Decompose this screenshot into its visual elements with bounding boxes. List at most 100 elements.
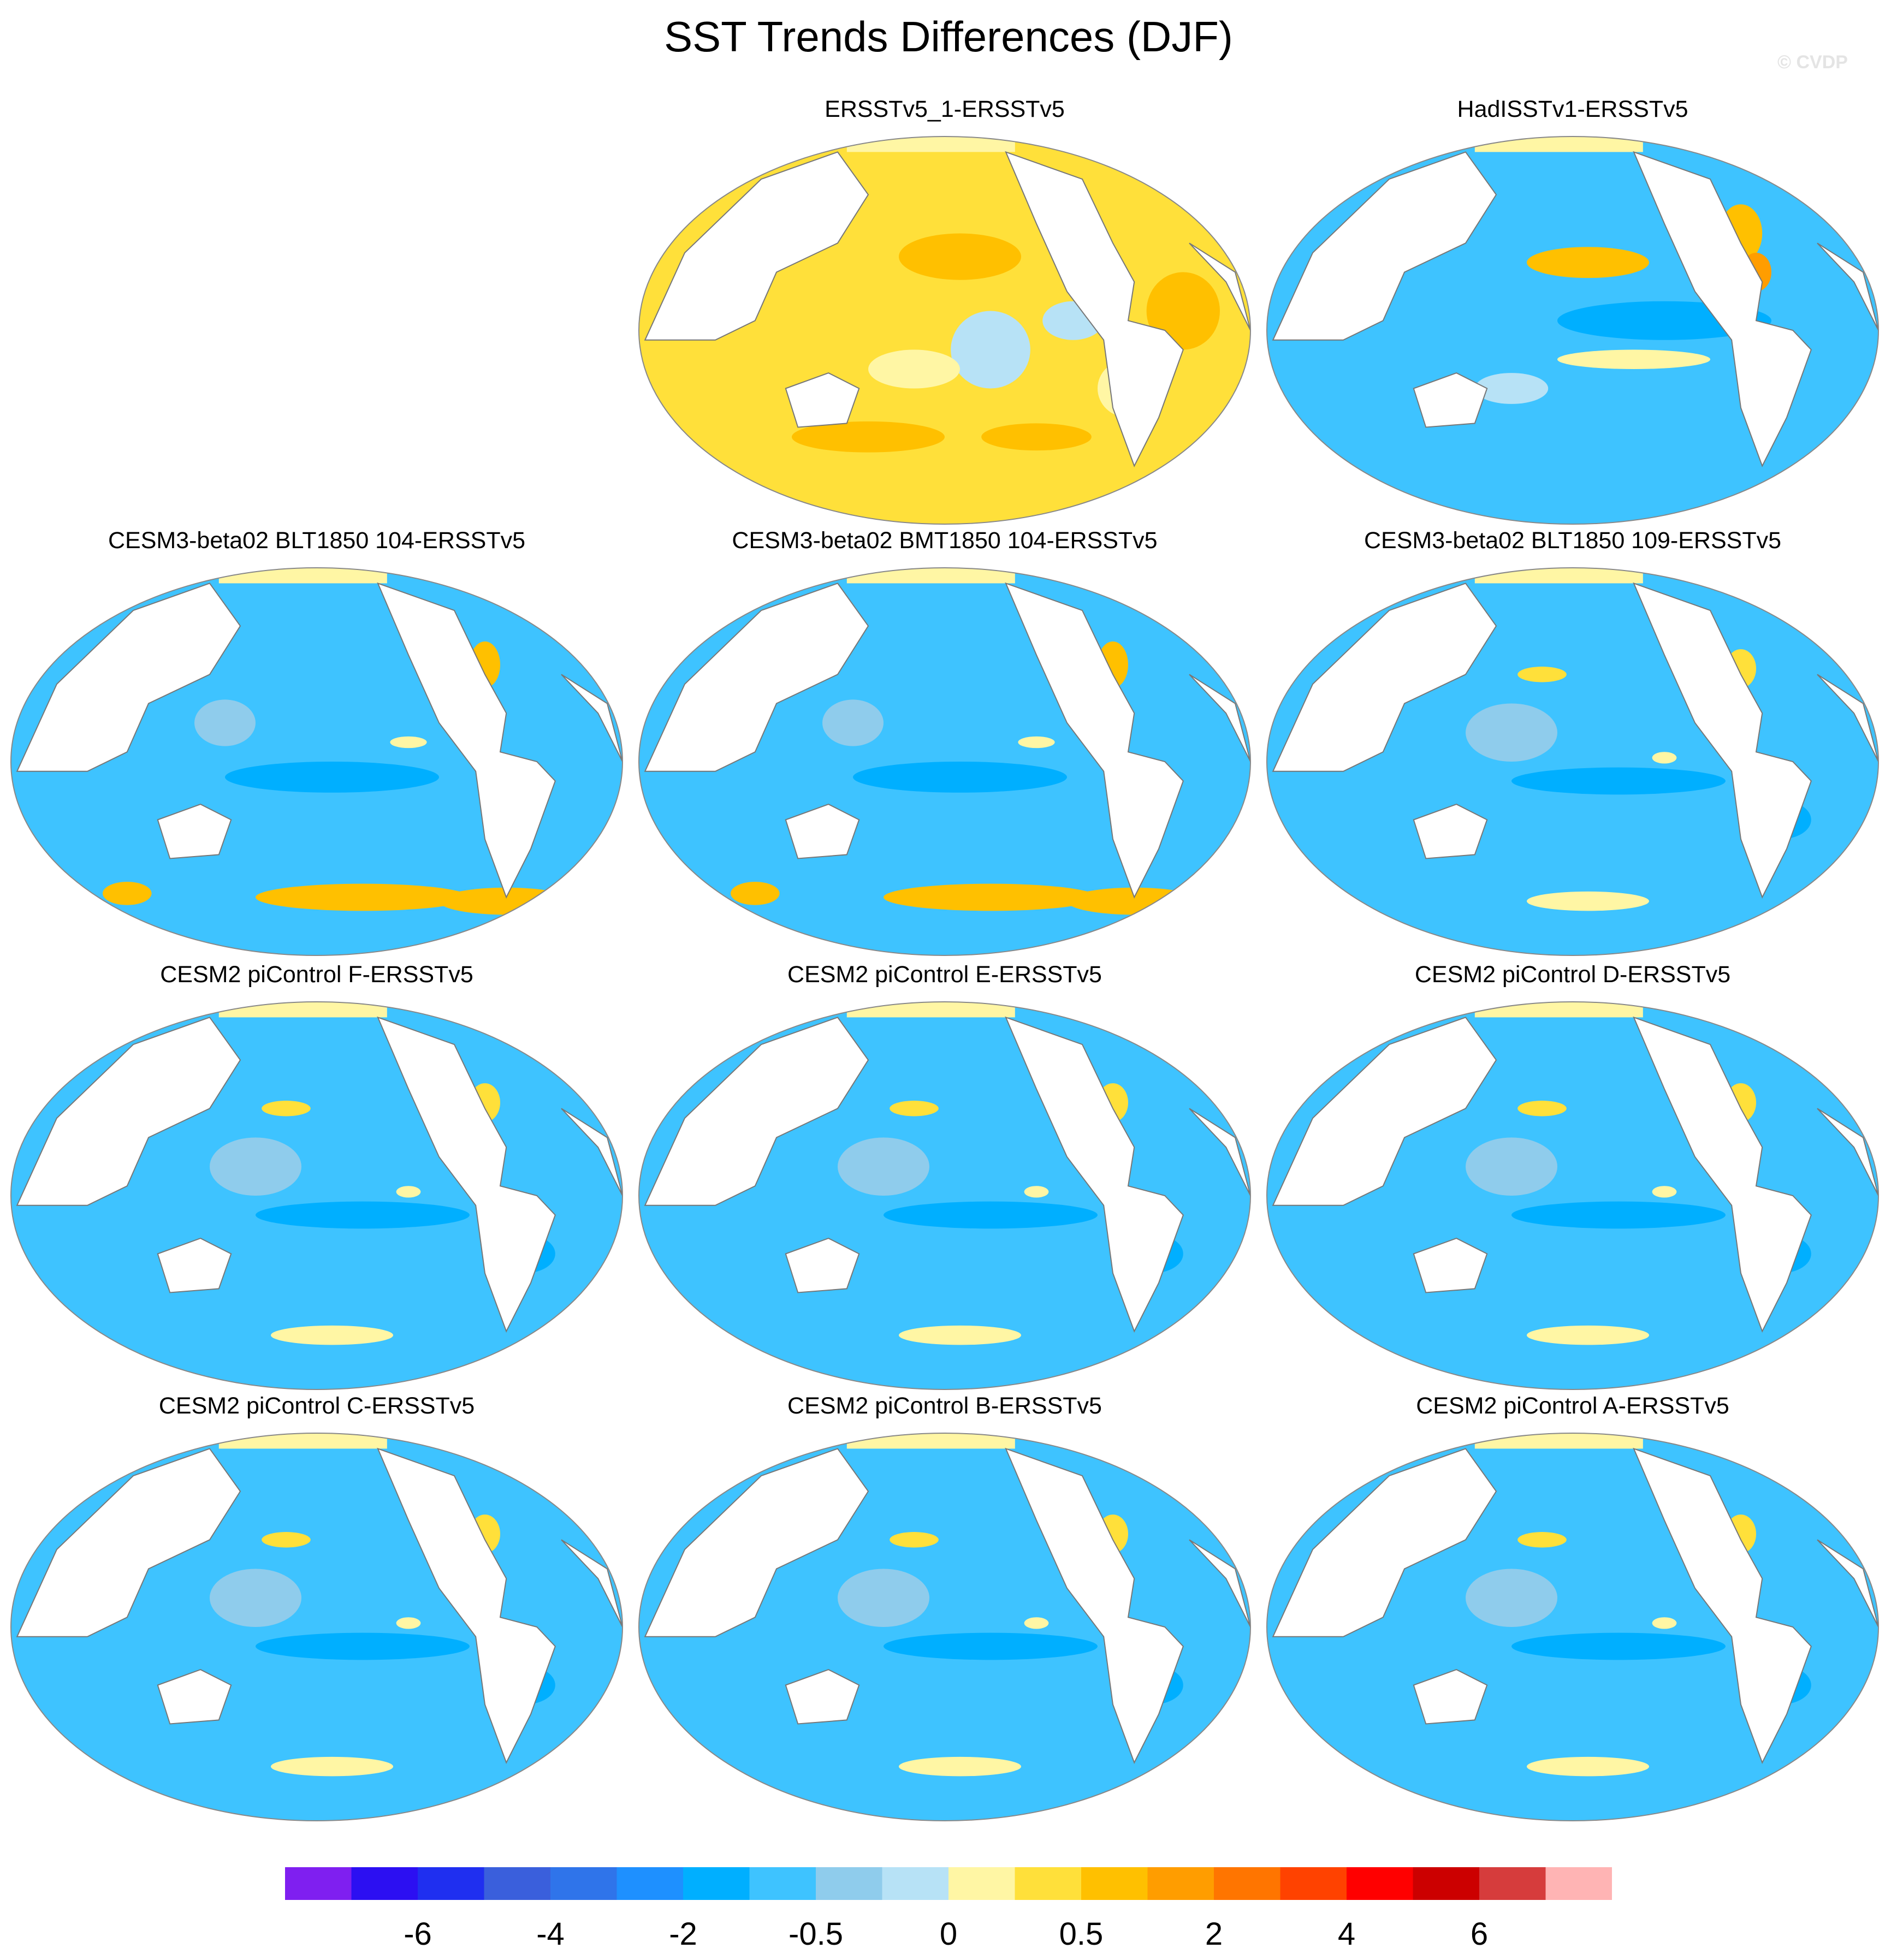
colorbar-box	[550, 1867, 617, 1900]
anomaly-region	[256, 883, 470, 911]
landmass	[16, 1448, 241, 1637]
landmass	[1272, 583, 1497, 772]
landmass	[377, 1447, 556, 1765]
anomaly-region	[1517, 1101, 1567, 1116]
landmass	[1272, 1017, 1497, 1206]
colorbar-tick-label: -4	[536, 1916, 565, 1952]
landmass	[377, 1016, 556, 1333]
anomaly-region	[1527, 891, 1649, 911]
landmass	[644, 1017, 869, 1206]
panel-title: ERSSTv5_1-ERSSTv5	[825, 96, 1065, 122]
colorbar-box	[1347, 1867, 1413, 1900]
map-border	[638, 1001, 1251, 1390]
landmass	[561, 1108, 623, 1196]
sst-map	[638, 567, 1251, 956]
sst-map	[1266, 1433, 1879, 1821]
anomaly-region	[838, 1137, 929, 1196]
colorbar-box	[1479, 1867, 1546, 1900]
landmass	[1413, 372, 1488, 428]
landmass	[785, 804, 860, 859]
colorbar-tick-label: 6	[1470, 1916, 1489, 1952]
landmass	[1189, 1108, 1250, 1196]
map-panel: CESM2 piControl A-ERSSTv5	[1261, 1392, 1884, 1834]
landmass	[785, 1669, 860, 1725]
landmass	[16, 583, 241, 772]
panel-title: CESM2 piControl D-ERSSTv5	[1414, 961, 1731, 988]
landmass	[1272, 151, 1497, 341]
landmass	[1189, 674, 1250, 762]
credit-label: © CVDP	[1777, 52, 1848, 73]
landmass	[1817, 1539, 1878, 1628]
anomaly-region	[731, 882, 780, 905]
anomaly-region	[390, 736, 427, 749]
sst-map	[638, 1001, 1251, 1390]
anomaly-region	[194, 699, 256, 746]
landmass	[1005, 151, 1184, 468]
anomaly-region	[256, 1201, 470, 1229]
landmass	[1189, 1539, 1250, 1628]
anomaly-region	[981, 423, 1092, 451]
anomaly-region	[1024, 1186, 1049, 1198]
map-border	[638, 567, 1251, 956]
colorbar-box	[484, 1867, 551, 1900]
map-panel: CESM3-beta02 BLT1850 109-ERSSTv5	[1261, 527, 1884, 969]
map-border	[10, 1001, 623, 1390]
map-panel: CESM2 piControl E-ERSSTv5	[633, 961, 1256, 1403]
panel-title: HadISSTv1-ERSSTv5	[1457, 96, 1688, 122]
colorbar-tick-label: -0.5	[789, 1916, 843, 1952]
anomaly-region	[256, 1632, 470, 1660]
colorbar-tick-label: 4	[1337, 1916, 1356, 1952]
anomaly-region	[1466, 1569, 1557, 1627]
anomaly-region	[1517, 667, 1567, 682]
anomaly-region	[1466, 1137, 1557, 1196]
panel-title: CESM3-beta02 BLT1850 109-ERSSTv5	[1364, 527, 1782, 554]
panel-title: CESM2 piControl B-ERSSTv5	[787, 1393, 1102, 1419]
anomaly-region	[1024, 1617, 1049, 1629]
colorbar-box	[882, 1867, 949, 1900]
anomaly-region	[868, 349, 960, 389]
sst-map	[1266, 136, 1879, 525]
landmass	[1413, 804, 1488, 859]
anomaly-region	[1474, 373, 1549, 404]
colorbar-box	[351, 1867, 418, 1900]
colorbar-box	[1081, 1867, 1148, 1900]
landmass	[1272, 1448, 1497, 1637]
colorbar-box	[1413, 1867, 1480, 1900]
colorbar-box	[683, 1867, 750, 1900]
map-border	[1266, 567, 1879, 956]
anomaly-region	[899, 233, 1021, 280]
landmass	[157, 1669, 232, 1725]
colorbar-box	[1280, 1867, 1347, 1900]
anomaly-region	[1652, 752, 1677, 764]
sst-map	[1266, 1001, 1879, 1390]
landmass	[785, 1238, 860, 1293]
map-border	[1266, 1001, 1879, 1390]
anomaly-region	[271, 1325, 393, 1345]
colorbar-box	[816, 1867, 882, 1900]
map-panel: CESM2 piControl C-ERSSTv5	[5, 1392, 628, 1834]
landmass	[1005, 1016, 1184, 1333]
anomaly-region	[1652, 1186, 1677, 1198]
map-border	[10, 567, 623, 956]
anomaly-region	[884, 883, 1098, 911]
anomaly-region	[890, 1532, 939, 1548]
anomaly-region	[1527, 1756, 1649, 1777]
sst-map	[1266, 567, 1879, 956]
panel-title: CESM3-beta02 BMT1850 104-ERSSTv5	[732, 527, 1158, 554]
panel-title: CESM2 piControl F-ERSSTv5	[160, 961, 473, 988]
anomaly-region	[1511, 1201, 1726, 1229]
colorbar-box	[1015, 1867, 1082, 1900]
anomaly-region	[1466, 703, 1557, 762]
anomaly-region	[1652, 1617, 1677, 1629]
landmass	[1413, 1238, 1488, 1293]
colorbar-box	[285, 1867, 352, 1900]
sst-map	[638, 1433, 1251, 1821]
colorbar-tick-label: 0.5	[1059, 1916, 1104, 1952]
sst-map	[10, 1433, 623, 1821]
landmass	[644, 583, 869, 772]
anomaly-region	[951, 311, 1030, 389]
anomaly-region	[1557, 349, 1710, 369]
map-panel: CESM2 piControl D-ERSSTv5	[1261, 961, 1884, 1403]
map-panel: CESM2 piControl B-ERSSTv5	[633, 1392, 1256, 1834]
anomaly-region	[271, 1756, 393, 1777]
